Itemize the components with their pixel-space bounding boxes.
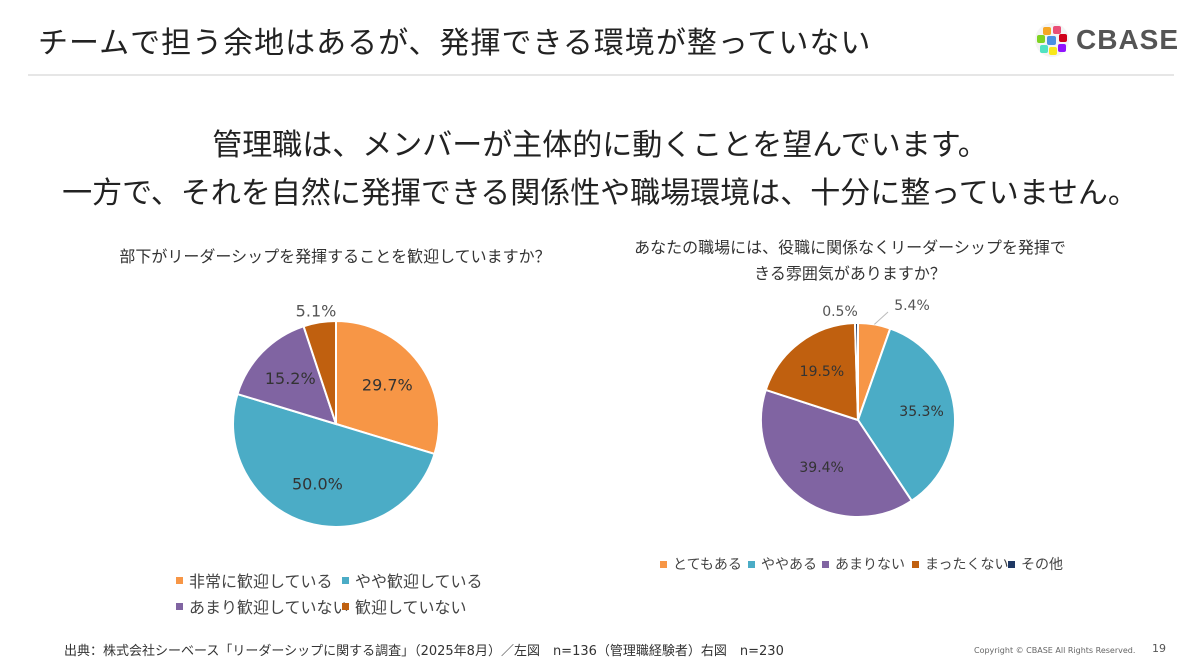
left-legend-swatch-2	[176, 602, 183, 610]
right-pie-leader-0	[874, 311, 889, 325]
right-legend-label-2: あまりない	[835, 557, 905, 573]
left-chart-title: 部下がリーダーシップを発揮することを歓迎していますか？	[119, 247, 551, 266]
title-divider	[28, 74, 1174, 76]
right-legend-swatch-1	[748, 560, 755, 568]
left-legend-label-2: あまり歓迎していない	[189, 598, 349, 617]
left-legend-swatch-3	[342, 602, 349, 610]
right-legend-swatch-0	[660, 560, 667, 568]
source-note: 出典：株式会社シーベース「リーダーシップに関する調査」（2025年8月）／左図 …	[64, 644, 784, 659]
right-legend-item-2: あまりない	[822, 554, 905, 574]
left-pie-slice-1	[232, 392, 436, 528]
right-pie-slice-1	[856, 327, 956, 503]
left-pie-slice-3	[302, 319, 337, 425]
left-legend-item-0: 非常に歓迎している	[176, 568, 333, 592]
right-legend-label-4: その他	[1021, 557, 1063, 573]
left-pie-label-1: 50.0%	[292, 475, 343, 494]
right-pie-label-3: 19.5%	[800, 364, 844, 380]
right-legend-item-1: ややある	[748, 554, 817, 574]
left-legend-label-0: 非常に歓迎している	[189, 572, 333, 591]
right-chart-title-line-1: あなたの職場には、役職に関係なくリーダーシップを発揮で	[634, 238, 1066, 257]
right-legend-swatch-4	[1008, 560, 1015, 568]
copyright-text: Copyright © CBASE All Rights Reserved.	[974, 646, 1136, 655]
lead-line-2: 一方で、それを自然に発揮できる関係性や職場環境は、十分に整っていません。	[62, 176, 1138, 211]
right-legend-swatch-3	[912, 560, 919, 568]
left-legend-item-1: やや歓迎している	[342, 568, 483, 592]
right-legend-label-3: まったくない	[925, 557, 1009, 573]
left-legend-swatch-1	[342, 576, 349, 584]
right-legend-item-3: まったくない	[912, 554, 1008, 574]
right-chart-title-line-2: きる雰囲気がありますか？	[754, 264, 946, 283]
right-legend-label-0: とてもある	[673, 557, 742, 573]
right-pie-label-4: 0.5%	[822, 304, 858, 320]
right-pie-slice-2	[760, 388, 914, 518]
right-pie-chart: 5.4% 35.3% 39.4% 19.5% 0.5%	[760, 298, 956, 518]
right-chart-question: あなたの職場には、役職に関係なくリーダーシップを発揮で きる雰囲気がありますか？	[605, 235, 1095, 287]
left-pie-label-0: 29.7%	[362, 375, 413, 394]
right-pie-slice-3	[764, 322, 860, 422]
right-legend-item-0: とてもある	[660, 554, 742, 574]
page-number: 19	[1152, 642, 1166, 655]
left-legend-item-2: あまり歓迎していない	[176, 594, 349, 618]
right-pie-label-0: 5.4%	[894, 298, 930, 314]
slide-title: チームで担う余地はあるが、発揮できる環境が整っていない	[38, 26, 872, 61]
cbase-logo: CBASE	[1034, 22, 1179, 58]
left-chart-question: 部下がリーダーシップを発揮することを歓迎していますか？	[60, 244, 610, 270]
left-pie-label-2: 15.2%	[265, 369, 316, 388]
left-legend-label-1: やや歓迎している	[355, 572, 483, 591]
left-pie-slice-0	[335, 319, 440, 456]
left-legend-swatch-0	[176, 576, 183, 584]
logo-text: CBASE	[1076, 24, 1180, 55]
lead-line-1: 管理職は、メンバーが主体的に動くことを望んでいます。	[212, 128, 988, 163]
left-legend-label-3: 歓迎していない	[355, 598, 467, 617]
left-pie-label-3: 5.1%	[296, 302, 337, 321]
right-pie-slice-4	[853, 321, 859, 421]
left-pie-chart: 29.7% 50.0% 15.2% 5.1%	[232, 302, 440, 528]
right-pie-label-2: 39.4%	[799, 460, 843, 476]
right-legend-swatch-2	[822, 560, 829, 568]
left-legend-item-3: 歓迎していない	[342, 594, 467, 618]
right-pie-label-1: 35.3%	[899, 404, 943, 420]
right-legend-item-4: その他	[1008, 554, 1063, 574]
right-legend-label-1: ややある	[761, 557, 817, 573]
logo-mark-icon	[1035, 23, 1069, 57]
